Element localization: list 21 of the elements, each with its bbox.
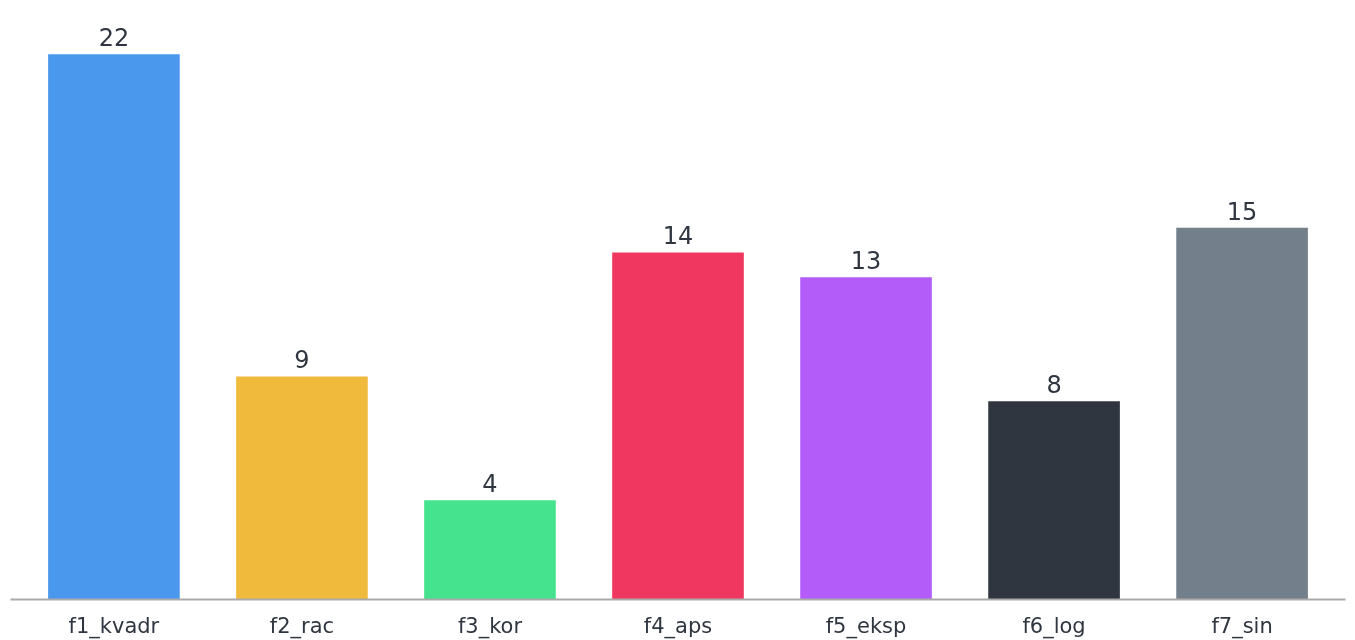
x-tick-label: f6_log (1022, 613, 1086, 639)
x-tick-label: f4_aps (643, 613, 713, 639)
bar (1176, 227, 1308, 600)
x-tick-label: f1_kvadr (68, 613, 160, 639)
data-label: 4 (482, 470, 498, 499)
data-label: 13 (850, 247, 882, 276)
x-tick-label: f2_rac (269, 613, 335, 639)
bar (612, 252, 744, 600)
bar (800, 277, 932, 600)
x-tick-label: f7_sin (1211, 613, 1273, 639)
x-tick-label: f5_eksp (825, 613, 907, 639)
data-label: 9 (294, 346, 310, 375)
bar (424, 500, 556, 600)
data-label: 22 (98, 24, 130, 53)
data-label: 8 (1046, 371, 1062, 400)
data-label: 15 (1226, 197, 1258, 226)
data-label: 14 (662, 222, 694, 251)
bar (48, 54, 180, 600)
bar (236, 376, 368, 600)
x-tick-label: f3_kor (457, 613, 523, 639)
bar (988, 401, 1120, 600)
